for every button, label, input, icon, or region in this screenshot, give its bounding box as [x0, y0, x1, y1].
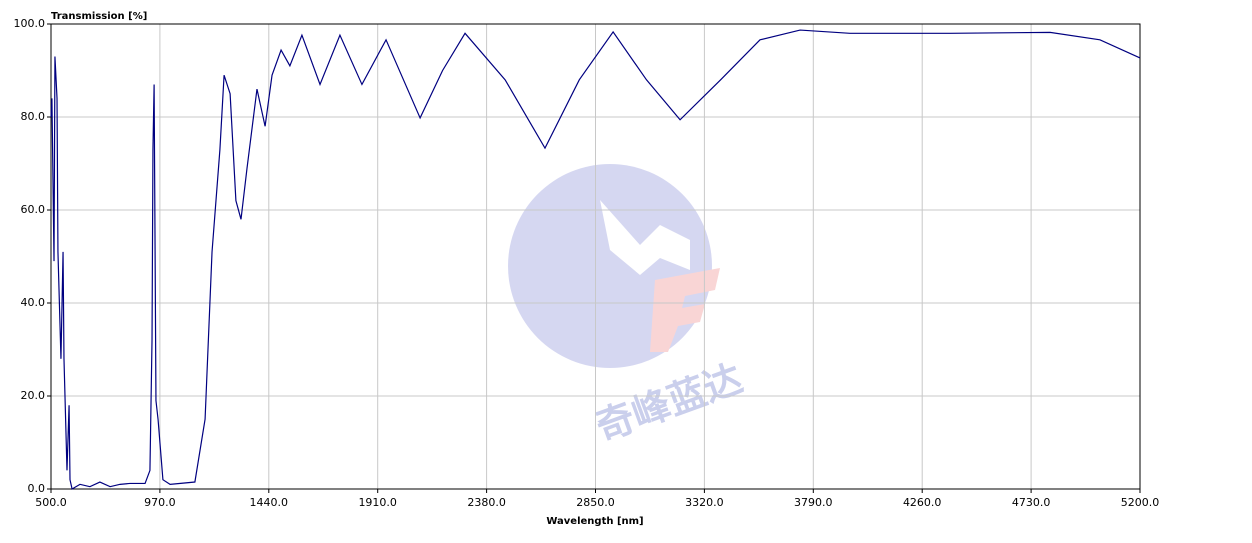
x-tick-label: 3320.0 — [685, 496, 724, 509]
x-axis-label: Wavelength [nm] — [546, 516, 643, 527]
x-tick-label: 5200.0 — [1121, 496, 1160, 509]
x-tick-label: 3790.0 — [794, 496, 833, 509]
y-tick-label: 60.0 — [21, 203, 46, 216]
x-tick-label: 4260.0 — [903, 496, 942, 509]
watermark-logo — [508, 164, 720, 368]
x-tick-label: 1910.0 — [358, 496, 397, 509]
x-tick-label: 970.0 — [144, 496, 176, 509]
x-tick-label: 500.0 — [35, 496, 67, 509]
watermark-text: 奇峰蓝达 — [590, 356, 748, 449]
logo-shape — [600, 200, 690, 275]
chart-title: Transmission [%] — [51, 11, 147, 22]
x-tick-label: 4730.0 — [1012, 496, 1051, 509]
logo-f — [650, 268, 720, 352]
x-tick-label: 2380.0 — [467, 496, 506, 509]
y-tick-label: 80.0 — [21, 110, 46, 123]
x-tick-label: 2850.0 — [576, 496, 615, 509]
x-tick-label: 1440.0 — [250, 496, 289, 509]
y-tick-label: 20.0 — [21, 389, 46, 402]
spectrum-line — [50, 29, 1141, 490]
y-tick-label: 100.0 — [14, 17, 46, 30]
y-tick-label: 40.0 — [21, 296, 46, 309]
y-tick-label: 0.0 — [28, 482, 46, 495]
logo-circle — [508, 164, 712, 368]
